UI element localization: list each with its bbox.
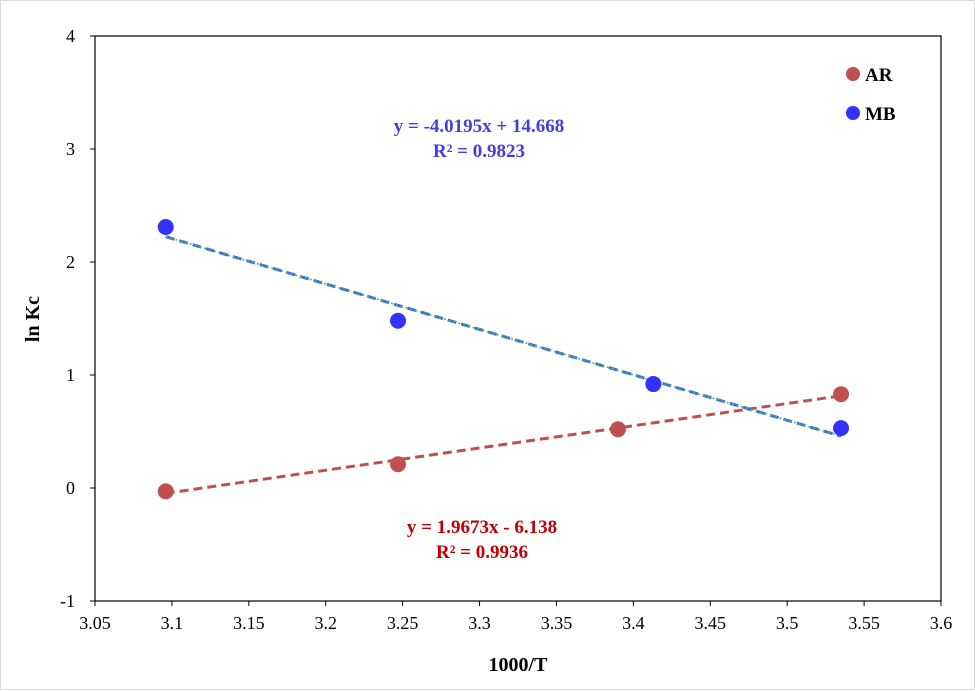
y-tick-label: 2 bbox=[66, 252, 75, 272]
plot-area bbox=[94, 35, 942, 602]
legend-label-mb: MB bbox=[865, 104, 896, 125]
ar-trendline bbox=[165, 394, 842, 495]
ar-trend-equation: y = 1.9673x - 6.138 R² = 0.9936 bbox=[407, 517, 557, 563]
mb-point bbox=[390, 312, 407, 329]
y-tick-label: 0 bbox=[66, 478, 75, 498]
y-axis-title: ln Kc bbox=[22, 296, 44, 342]
legend: AR MB bbox=[846, 65, 896, 125]
x-tick-label: 3.6 bbox=[930, 613, 953, 633]
x-tick-label: 3.1 bbox=[161, 613, 184, 633]
y-tick-label: 4 bbox=[66, 26, 75, 46]
x-tick-label: 3.55 bbox=[848, 613, 880, 633]
mb-point bbox=[833, 420, 850, 437]
x-tick-label: 3.2 bbox=[314, 613, 337, 633]
y-tick-label: -1 bbox=[60, 591, 75, 611]
x-tick-label: 3.5 bbox=[776, 613, 799, 633]
legend-marker-ar bbox=[846, 67, 860, 81]
ar-r-squared: R² = 0.9936 bbox=[436, 542, 528, 563]
mb-trend-equation: y = -4.0195x + 14.668 R² = 0.9823 bbox=[394, 116, 564, 162]
x-tick-label: 3.15 bbox=[233, 613, 265, 633]
x-axis-ticks: 3.05 3.1 3.15 3.2 3.25 3.3 3.35 3.4 3.45 3.5 3.55 3… bbox=[79, 601, 952, 633]
x-tick-label: 3.25 bbox=[387, 613, 419, 633]
x-axis-title: 1000/T bbox=[489, 654, 549, 676]
legend-marker-mb bbox=[846, 106, 860, 120]
x-tick-label: 3.35 bbox=[541, 613, 573, 633]
ar-point bbox=[157, 483, 174, 500]
x-tick-label: 3.45 bbox=[695, 613, 727, 633]
mb-trendline bbox=[165, 235, 842, 438]
data-points bbox=[157, 218, 850, 500]
trendlines bbox=[165, 235, 842, 495]
ar-point bbox=[390, 456, 407, 473]
mb-r-squared: R² = 0.9823 bbox=[433, 141, 525, 162]
y-tick-label: 3 bbox=[66, 139, 75, 159]
legend-label-ar: AR bbox=[865, 65, 893, 86]
x-tick-label: 3.4 bbox=[622, 613, 645, 633]
mb-point bbox=[157, 218, 174, 235]
ar-point bbox=[833, 386, 850, 403]
y-tick-label: 1 bbox=[66, 365, 75, 385]
mb-point bbox=[645, 376, 662, 393]
ar-equation: y = 1.9673x - 6.138 bbox=[407, 517, 557, 538]
x-tick-label: 3.3 bbox=[468, 613, 491, 633]
ar-point bbox=[609, 421, 626, 438]
x-tick-label: 3.05 bbox=[79, 613, 111, 633]
mb-trendline-overlay bbox=[165, 235, 842, 437]
mb-equation: y = -4.0195x + 14.668 bbox=[394, 116, 564, 137]
y-axis-ticks: -1 0 1 2 3 4 bbox=[60, 26, 95, 611]
